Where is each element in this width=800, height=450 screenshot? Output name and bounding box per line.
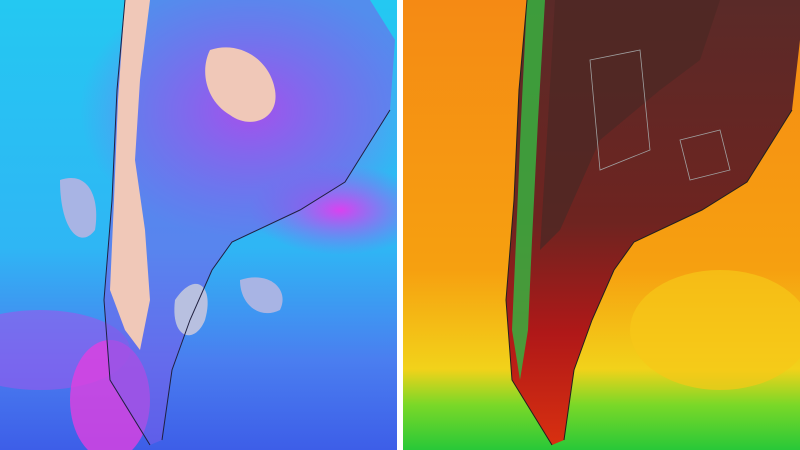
right-map bbox=[403, 0, 800, 450]
divider bbox=[397, 0, 403, 450]
left-map bbox=[0, 0, 397, 450]
